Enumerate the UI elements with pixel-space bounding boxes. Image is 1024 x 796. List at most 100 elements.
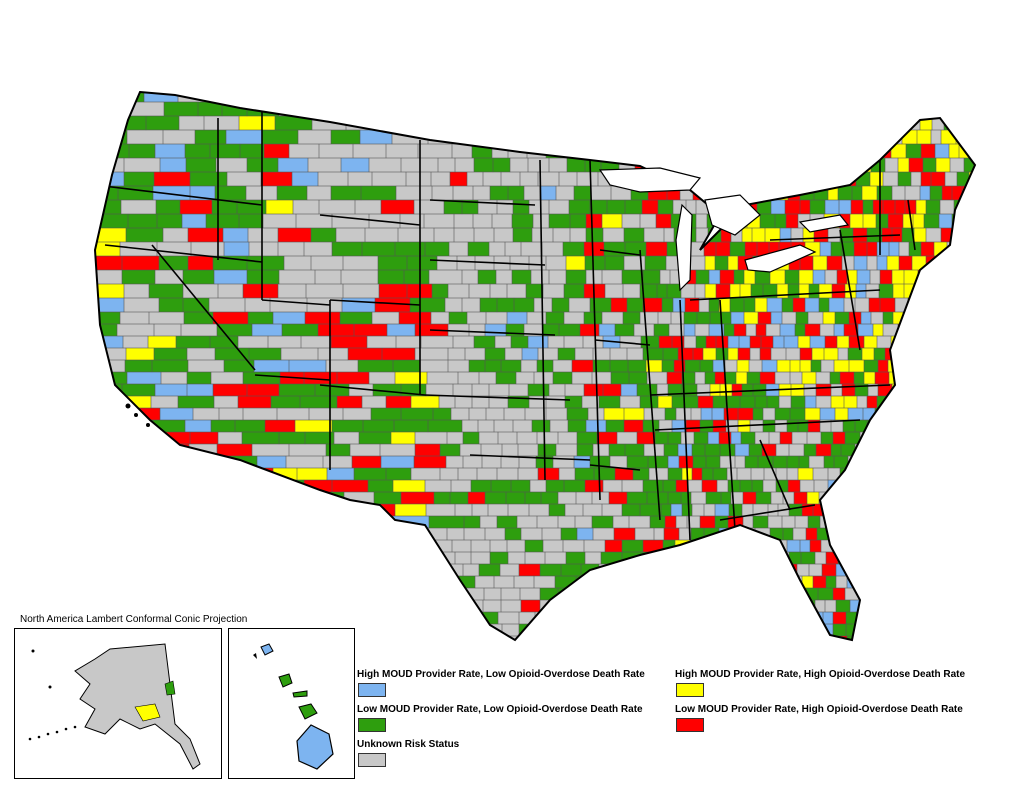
county-patch (699, 636, 714, 640)
county-patch (880, 480, 891, 492)
county-patch (891, 420, 901, 432)
county-patch (609, 492, 627, 504)
county-border (890, 479, 906, 493)
county-border (886, 503, 899, 517)
county-border (161, 587, 189, 601)
county-patch (946, 396, 956, 408)
county-patch (622, 270, 643, 284)
county-patch (734, 324, 746, 336)
county-border (902, 335, 919, 349)
county-patch (164, 102, 198, 116)
county-patch (627, 298, 643, 312)
county-patch (197, 528, 227, 540)
county-border (703, 92, 718, 103)
county-border (978, 444, 992, 456)
county-patch (800, 348, 812, 360)
county-patch (952, 456, 965, 468)
county-patch (254, 360, 289, 372)
county-border (875, 92, 888, 103)
county-border (652, 611, 666, 625)
county-patch (180, 492, 214, 504)
county-patch (944, 324, 956, 336)
county-border (955, 323, 972, 337)
county-border (909, 407, 925, 421)
county-border (379, 115, 405, 131)
county-patch (786, 102, 800, 116)
county-border (777, 92, 794, 103)
county-border (584, 611, 602, 625)
county-border (691, 623, 707, 637)
county-border (520, 635, 540, 640)
county-patch (566, 256, 585, 270)
county-patch (643, 348, 663, 360)
county-border (831, 635, 848, 640)
county-border (806, 171, 822, 187)
county-border (964, 455, 975, 469)
county-patch (816, 130, 830, 144)
county-patch (787, 456, 799, 468)
county-border (830, 515, 842, 529)
county-border (375, 587, 410, 601)
county-patch (973, 284, 975, 298)
county-patch (334, 576, 366, 588)
county-border (675, 115, 688, 131)
county-patch (240, 92, 273, 102)
county-patch (734, 576, 747, 588)
county-border (934, 395, 947, 409)
county-border (922, 515, 936, 529)
county-border (900, 419, 915, 433)
county-border (95, 539, 122, 553)
county-border (746, 599, 759, 613)
county-patch (979, 158, 992, 172)
county-patch (603, 384, 621, 396)
county-border (969, 335, 975, 349)
county-border (736, 115, 750, 131)
county-border (645, 92, 666, 103)
county-patch (922, 298, 932, 312)
county-patch (624, 228, 644, 242)
county-border (341, 539, 367, 553)
county-patch (821, 172, 831, 186)
county-patch (887, 624, 900, 636)
county-patch (95, 172, 124, 186)
county-patch (646, 92, 665, 102)
county-border (244, 575, 273, 589)
county-patch (850, 600, 863, 612)
county-patch (946, 408, 961, 420)
county-patch (337, 372, 369, 384)
county-patch (935, 144, 949, 158)
county-border (928, 311, 945, 325)
county-patch (719, 298, 730, 312)
oahu-island (278, 673, 293, 688)
county-border (785, 101, 801, 117)
county-border (180, 599, 214, 613)
county-patch (839, 200, 851, 214)
county-border (804, 623, 819, 637)
county-patch (700, 516, 715, 528)
county-border (970, 92, 975, 103)
county-patch (662, 298, 673, 312)
county-border (664, 92, 678, 103)
county-border (711, 563, 726, 577)
county-patch (833, 432, 845, 444)
county-patch (182, 214, 206, 228)
county-patch (713, 396, 726, 408)
county-border (95, 92, 117, 103)
county-patch (882, 612, 893, 624)
county-patch (979, 552, 989, 564)
county-border (629, 92, 647, 103)
county-patch (943, 564, 956, 576)
county-patch (891, 144, 906, 158)
county-patch (120, 516, 147, 528)
county-border (254, 587, 282, 601)
county-patch (900, 516, 910, 528)
county-patch (854, 102, 867, 116)
county-border (571, 623, 589, 637)
county-border (645, 587, 668, 601)
county-border (801, 129, 817, 145)
county-patch (760, 348, 771, 360)
county-patch (264, 612, 293, 624)
county-border (95, 455, 128, 469)
county-patch (637, 384, 657, 396)
county-border (120, 563, 152, 577)
